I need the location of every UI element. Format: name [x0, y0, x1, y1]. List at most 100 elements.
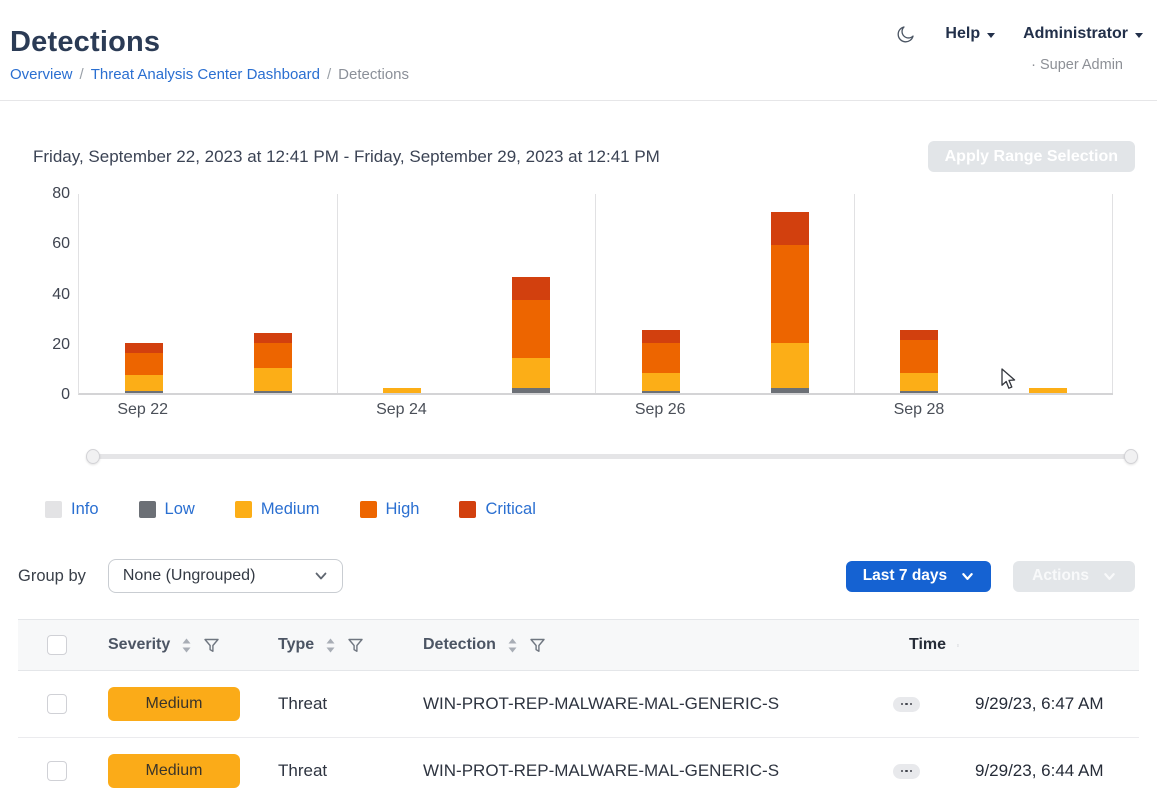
actions-button[interactable]: Actions: [1013, 560, 1135, 592]
stacked-bar-sep-28[interactable]: [900, 330, 939, 393]
filter-icon[interactable]: [203, 637, 220, 654]
ellipsis-dot: [909, 702, 913, 706]
bar-segment-low: [124, 390, 163, 393]
stacked-bar-sep-29[interactable]: [1029, 387, 1068, 393]
legend-swatch: [459, 501, 477, 518]
row-select-cell: [18, 761, 108, 781]
row-more-button[interactable]: [893, 763, 920, 779]
stacked-bar-sep-25[interactable]: [512, 277, 551, 393]
x-axis-label: Sep 26: [634, 401, 686, 418]
slider-handle-left[interactable]: [86, 449, 100, 464]
legend-label: Critical: [485, 500, 536, 518]
bar-segment-high: [253, 342, 292, 368]
controls-row: Group by None (Ungrouped) Last 7 days Ac…: [18, 559, 1139, 593]
bar-segment-low: [253, 390, 292, 393]
group-by-value: None (Ungrouped): [122, 567, 256, 584]
select-all-checkbox[interactable]: [47, 635, 67, 655]
bar-segment-low: [770, 387, 809, 393]
stacked-bar-sep-23[interactable]: [253, 332, 292, 393]
stacked-bar-sep-24[interactable]: [383, 387, 422, 393]
sort-icon[interactable]: [325, 637, 336, 654]
y-axis-tick: 20: [52, 335, 70, 353]
gridline: [595, 194, 596, 393]
sort-icon[interactable]: [181, 637, 192, 654]
breadcrumb: Overview / Threat Analysis Center Dashboar…: [10, 66, 409, 83]
help-menu-label: Help: [945, 25, 981, 42]
time-range-button[interactable]: Last 7 days: [845, 560, 992, 592]
bar-segment-medium: [383, 387, 422, 393]
sort-icon[interactable]: [507, 637, 518, 654]
legend-item-high[interactable]: High: [359, 500, 419, 519]
column-header-label: Time: [909, 636, 947, 653]
column-header-time[interactable]: Time: [893, 636, 959, 654]
stacked-bar-sep-22[interactable]: [124, 342, 163, 393]
bar-segment-low: [641, 390, 680, 393]
breadcrumb-separator: /: [326, 66, 332, 83]
bar-segment-medium: [512, 357, 551, 388]
bar-segment-critical: [641, 330, 680, 343]
row-more-button[interactable]: [893, 696, 920, 712]
breadcrumb-separator: /: [79, 66, 84, 83]
row-actions-cell: [893, 763, 959, 779]
bar-segment-critical: [124, 342, 163, 353]
apply-range-button[interactable]: Apply Range Selection: [927, 141, 1135, 172]
stacked-bar-sep-26[interactable]: [641, 330, 680, 393]
dark-mode-toggle[interactable]: [893, 22, 917, 46]
column-header-type[interactable]: Type: [278, 636, 423, 654]
filter-icon[interactable]: [529, 637, 546, 654]
bar-segment-medium: [641, 372, 680, 391]
bar-segment-low: [900, 390, 939, 393]
row-checkbox[interactable]: [47, 761, 67, 781]
type-cell: Threat: [278, 761, 328, 780]
breadcrumb-item[interactable]: Overview: [10, 66, 73, 83]
table-row[interactable]: Medium Threat WIN-PROT-REP-MALWARE-MAL-GEN…: [18, 671, 1139, 738]
legend-item-critical[interactable]: Critical: [459, 500, 536, 519]
page-title: Detections: [10, 26, 161, 58]
legend-label: Low: [164, 500, 195, 518]
column-header-detection[interactable]: Detection: [423, 636, 893, 654]
moon-icon: [897, 25, 914, 42]
row-checkbox[interactable]: [47, 694, 67, 714]
bar-slot: [467, 194, 596, 393]
filter-icon[interactable]: [347, 637, 364, 654]
legend-item-info[interactable]: Info: [45, 500, 99, 519]
column-header-severity[interactable]: Severity: [108, 636, 278, 654]
row-actions-cell: [893, 696, 959, 712]
bar-slot: [725, 194, 854, 393]
bar-segment-medium: [1029, 387, 1068, 393]
chart-range-slider[interactable]: [86, 449, 1138, 464]
header-right: Help Administrator · Super Admin: [893, 22, 1143, 100]
legend-item-medium[interactable]: Medium: [234, 500, 320, 519]
breadcrumb-item[interactable]: Threat Analysis Center Dashboard: [90, 66, 320, 83]
chevron-down-icon: [987, 32, 996, 38]
bar-segment-medium: [124, 375, 163, 391]
group-by-label: Group by: [18, 566, 86, 585]
x-axis: Sep 22 Sep 24 Sep 26 Sep 28: [78, 395, 1113, 425]
y-axis-tick: 60: [52, 235, 70, 253]
y-axis-tick: 80: [52, 185, 70, 202]
bar-slot: [855, 194, 984, 393]
gridline: [1112, 194, 1113, 393]
date-range-row: Friday, September 22, 2023 at 12:41 PM -…: [18, 141, 1139, 172]
row-select-cell: [18, 694, 108, 714]
slider-track[interactable]: [93, 454, 1131, 459]
group-by-select[interactable]: None (Ungrouped): [107, 559, 343, 593]
bar-segment-medium: [770, 342, 809, 388]
time-cell: 9/29/23, 6:47 AM: [975, 694, 1104, 713]
chevron-down-icon: [1104, 572, 1115, 580]
sort-icon[interactable]: [957, 637, 959, 654]
ellipsis-dot: [905, 769, 908, 773]
table-row[interactable]: Medium Threat WIN-PROT-REP-MALWARE-MAL-GEN…: [18, 738, 1139, 798]
y-axis-tick: 40: [52, 285, 70, 303]
user-role: · Super Admin: [1031, 57, 1123, 73]
legend-item-low[interactable]: Low: [138, 500, 195, 519]
help-menu[interactable]: Help: [945, 25, 996, 43]
slider-handle-right[interactable]: [1124, 449, 1138, 464]
plot-column: Sep 22 Sep 24 Sep 26 Sep 28: [78, 194, 1113, 425]
severity-badge: Medium: [108, 754, 240, 788]
user-menu[interactable]: Administrator: [1023, 25, 1143, 43]
stacked-bar-sep-27[interactable]: [770, 212, 809, 393]
bar-slot: [338, 194, 467, 393]
bar-segment-critical: [253, 332, 292, 343]
bar-segment-low: [512, 387, 551, 393]
